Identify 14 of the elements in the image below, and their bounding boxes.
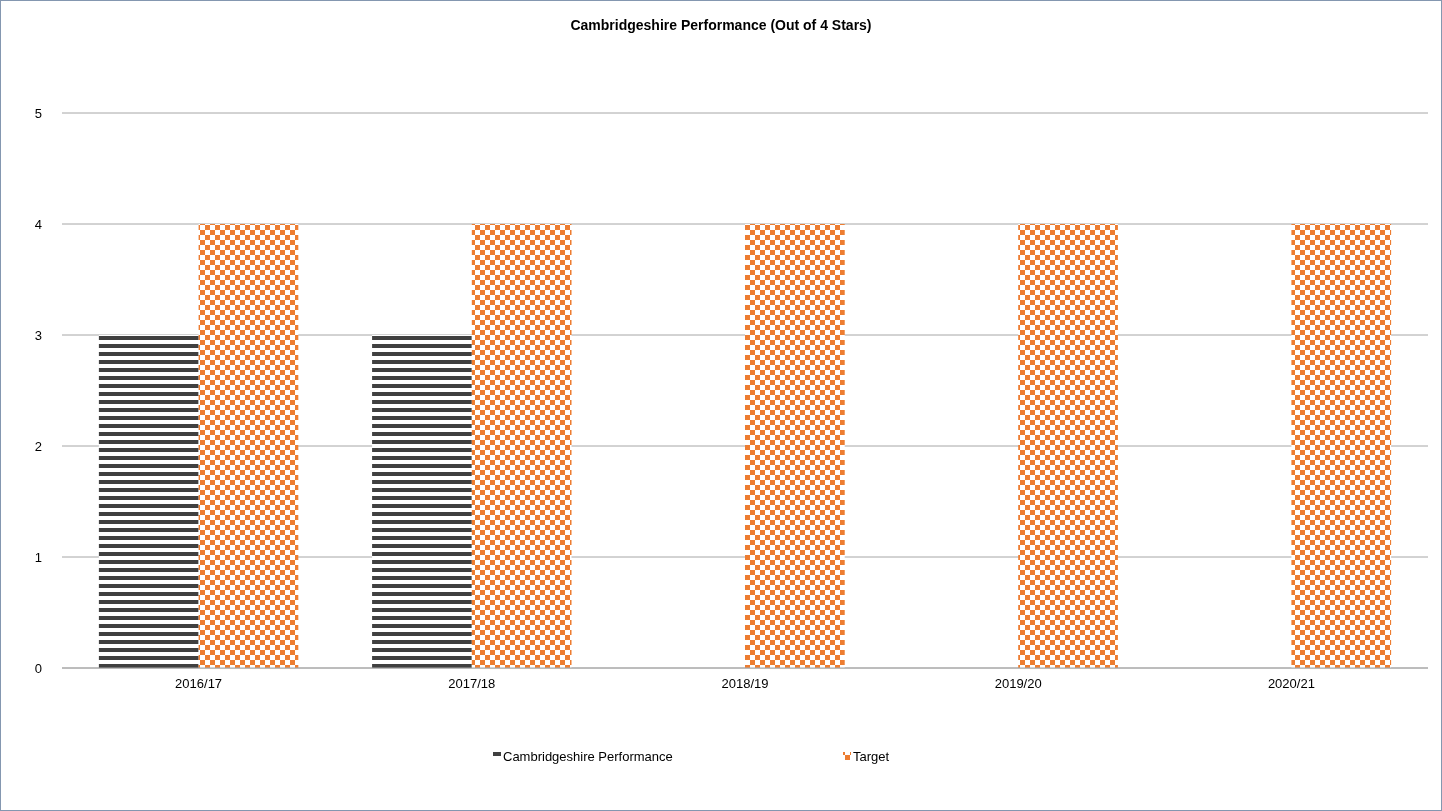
x-tick-label: 2018/19 xyxy=(721,676,769,691)
y-tick-label: 4 xyxy=(34,216,42,232)
x-tick-label: 2017/18 xyxy=(448,676,496,691)
x-tick-label: 2020/21 xyxy=(1267,676,1315,691)
x-tick-label: 2016/17 xyxy=(175,676,223,691)
y-tick-label: 2 xyxy=(34,438,42,454)
y-tick-label: 3 xyxy=(34,327,42,343)
x-tick-label: 2019/20 xyxy=(994,676,1042,691)
y-tick-label: 1 xyxy=(34,549,42,565)
y-tick-label: 5 xyxy=(34,105,42,121)
chart-title: Cambridgeshire Performance (Out of 4 Stars) xyxy=(570,17,872,33)
legend-label: Cambridgeshire Performance xyxy=(503,748,673,764)
y-tick-label: 0 xyxy=(34,660,42,676)
legend-label: Target xyxy=(853,748,890,764)
